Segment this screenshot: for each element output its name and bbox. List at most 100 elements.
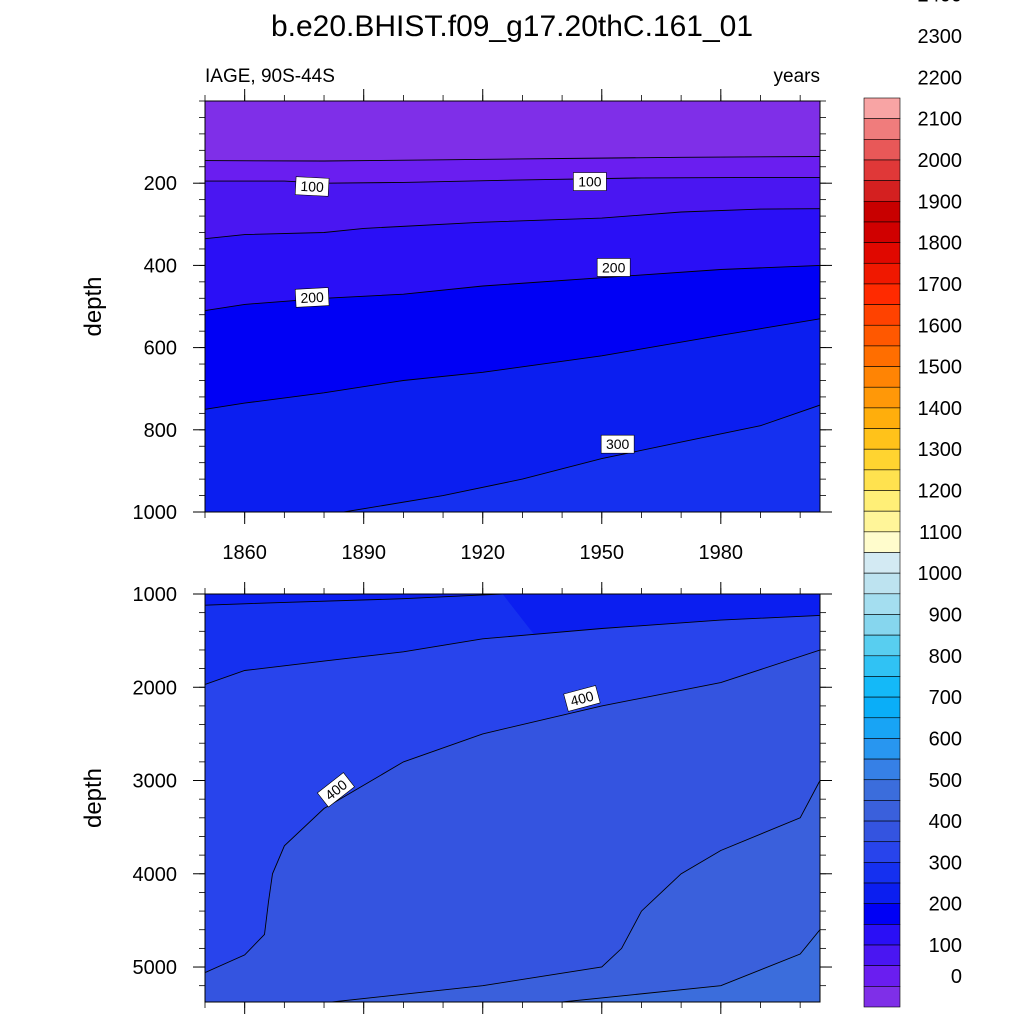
contour-label-text: 200 (300, 289, 324, 306)
colorbar-box (863, 820, 901, 843)
colorbar-box (863, 97, 901, 119)
colorbar-label: 700 (929, 687, 962, 709)
colorbar-label: 1100 (919, 522, 962, 544)
y-axis-label: depth (80, 276, 107, 336)
contour-line-100 (205, 176, 820, 184)
colorbar-box (863, 696, 901, 719)
contour-line-450 (331, 743, 820, 1002)
colorbar-box (863, 386, 901, 409)
contour-label-text: 400 (569, 688, 596, 710)
colorbar-box (863, 428, 901, 450)
contour-label: 100 (294, 176, 330, 197)
upper-panel: 100 100 200 200 300 200 400 600 800 1000 1860 1890 1… (80, 89, 832, 564)
colorbar-box (863, 986, 901, 1008)
plot-frame (204, 593, 821, 1003)
colorbar-box (863, 800, 901, 822)
colorbar-label: 800 (929, 646, 962, 668)
colorbar-label: 1500 (918, 357, 963, 379)
contour-line-150 (205, 208, 820, 240)
colorbar-label: 2400 (918, 0, 963, 7)
y-axis-label: depth (80, 768, 107, 828)
contour-label: 200 (294, 287, 330, 308)
colorbar-label: 300 (929, 852, 962, 874)
colorbar-box (863, 324, 901, 347)
colorbar-box (863, 200, 901, 223)
colorbar-box (863, 882, 901, 905)
colorbar-box (863, 965, 901, 987)
colorbar-box (863, 139, 901, 161)
colorbar-label: 400 (929, 811, 962, 833)
contour-line-50 (205, 156, 820, 162)
colorbar-box (863, 738, 901, 760)
colorbar-box (863, 345, 901, 367)
colorbar-box (863, 469, 901, 491)
contour-label: 100 (573, 172, 607, 191)
colorbar-label: 2200 (918, 67, 963, 89)
colorbar-label: 200 (929, 894, 962, 916)
colorbar-label: 2000 (918, 150, 963, 172)
colorbar-label: 1300 (918, 439, 963, 461)
colorbar-box (863, 924, 901, 946)
colorbar-box (863, 531, 901, 553)
contour-label-text: 300 (606, 436, 630, 452)
colorbar-label: 900 (929, 604, 962, 626)
colorbar-box (863, 614, 901, 636)
plot-frame (204, 100, 821, 513)
colorbar-box (863, 448, 901, 471)
y-tick-label: 5000 (133, 957, 178, 979)
colorbar-box (863, 862, 901, 884)
colorbar-box (863, 283, 901, 305)
colorbar-box (863, 221, 901, 243)
colorbar-label: 1800 (918, 233, 963, 255)
colorbar-box (863, 304, 901, 326)
x-tick-label: 1920 (460, 542, 505, 564)
left-subtitle: IAGE, 90S-44S (205, 66, 335, 87)
colorbar-label: 1200 (918, 481, 963, 503)
x-tick-label: 1980 (699, 542, 744, 564)
colorbar-box (863, 366, 901, 388)
contour-fill-450 (205, 743, 820, 1002)
colorbar-box (863, 655, 901, 677)
colorbar-label: 1900 (918, 191, 963, 213)
colorbar-label: 2300 (918, 26, 963, 48)
colorbar-box (863, 159, 901, 181)
y-tick-label: 200 (144, 173, 177, 195)
colorbar-box (863, 903, 901, 925)
y-tick-label: 600 (144, 338, 177, 360)
colorbar-box (863, 634, 901, 657)
colorbar-box (863, 490, 901, 512)
colorbar-box (863, 779, 901, 801)
contour-label: 300 (600, 434, 635, 454)
contour-line-400 (205, 649, 820, 974)
contour-line-300 (343, 404, 820, 512)
right-subtitle: years (774, 66, 820, 87)
x-tick-label: 1890 (341, 542, 386, 564)
contour-line-300 (205, 594, 503, 606)
y-tick-label: 400 (144, 255, 177, 277)
contour-line-500 (562, 929, 820, 1002)
contour-fill-300 (205, 405, 820, 512)
contour-label: 200 (596, 258, 631, 277)
contour-label-text: 100 (300, 178, 324, 195)
colorbar-label: 2100 (918, 109, 963, 131)
contour-label: 400 (563, 685, 601, 712)
colorbar-box (863, 572, 901, 595)
colorbar-box (863, 242, 901, 264)
y-tick-label: 800 (144, 420, 177, 442)
colorbar-label: 1700 (918, 274, 963, 296)
colorbar-box (863, 944, 901, 966)
colorbar-label: 500 (929, 770, 962, 792)
colorbar-box (863, 118, 901, 140)
colorbar-box (863, 180, 901, 202)
colorbar-label: 1600 (918, 315, 963, 337)
contour-label-text: 200 (602, 259, 626, 275)
colorbar-label: 0 (951, 966, 962, 988)
x-tick-label: 1950 (580, 542, 625, 564)
colorbar-box (863, 676, 901, 698)
colorbar-box (863, 593, 901, 615)
chart-title: b.e20.BHIST.f09_g17.20thC.161_01 (271, 10, 753, 43)
colorbar-label: 1000 (918, 563, 963, 585)
colorbar-box (863, 758, 901, 781)
contour-label-text: 100 (578, 174, 602, 190)
